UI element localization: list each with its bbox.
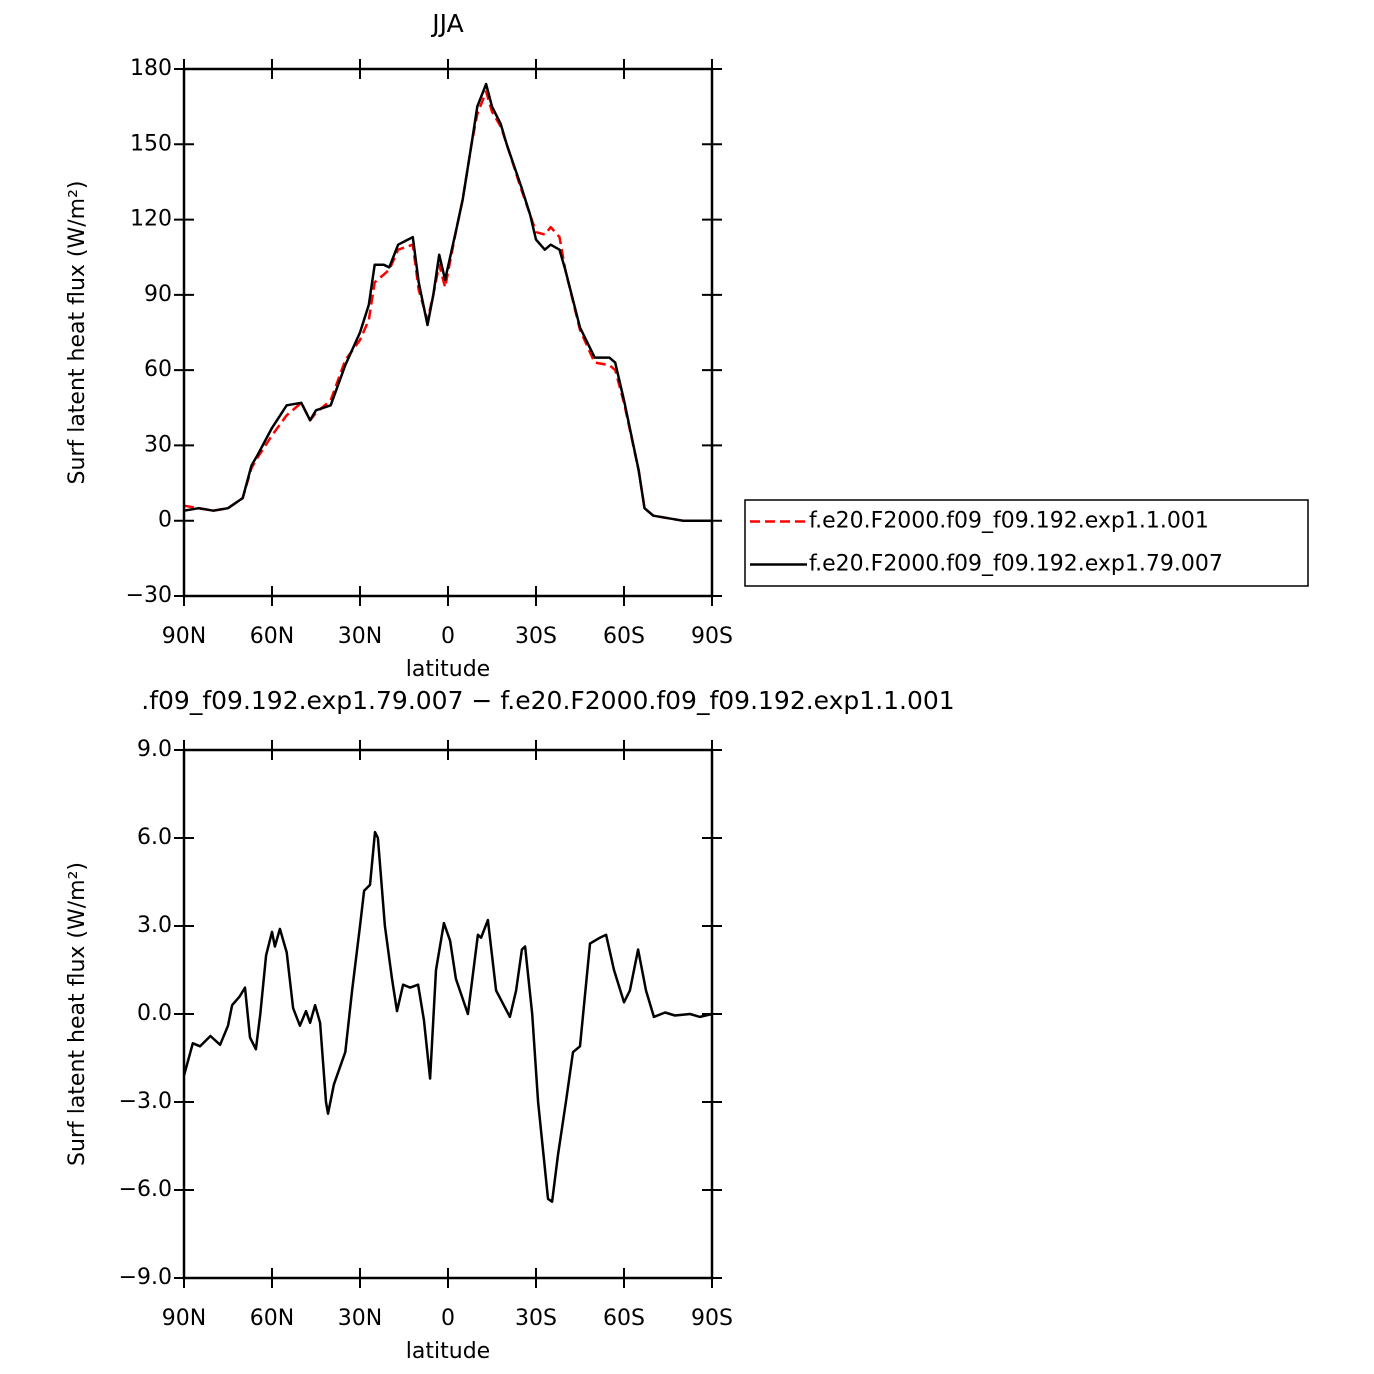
data-line	[183, 90, 712, 522]
x-tick-label: 60S	[603, 624, 645, 649]
x-tick-label: 30S	[515, 1306, 557, 1331]
x-tick-label: 60N	[250, 1306, 294, 1331]
plot-frame	[182, 748, 714, 1280]
legend-label: f.e20.F2000.f09_f09.192.exp1.79.007	[809, 552, 1223, 577]
y-tick-label: 0.0	[137, 1001, 172, 1026]
x-axis-label: latitude	[406, 657, 490, 682]
y-axis-label: Surf latent heat flux (W/m²)	[65, 862, 90, 1166]
y-tick-label: −30	[126, 583, 172, 608]
y-tick-label: 180	[130, 56, 172, 81]
y-tick-label: 3.0	[137, 913, 172, 938]
x-tick-label: 60S	[603, 1306, 645, 1331]
y-tick-label: 150	[130, 131, 172, 156]
y-tick-label: 90	[144, 282, 172, 307]
legend-label: f.e20.F2000.f09_f09.192.exp1.1.001	[809, 509, 1209, 534]
data-line	[183, 82, 712, 522]
plot-frame	[182, 67, 714, 598]
y-tick-label: 0	[158, 508, 172, 533]
chart-title: .f09_f09.192.exp1.79.007 − f.e20.F2000.f…	[141, 686, 954, 715]
y-tick-label: −3.0	[119, 1089, 172, 1114]
chart-title: JJA	[430, 9, 463, 38]
legend-box	[744, 499, 1309, 587]
x-tick-label: 90N	[162, 624, 206, 649]
y-tick-label: 60	[144, 357, 172, 382]
x-tick-label: 60N	[250, 624, 294, 649]
x-axis-label: latitude	[406, 1339, 490, 1364]
x-tick-label: 90S	[691, 624, 733, 649]
x-tick-label: 90N	[162, 1306, 206, 1331]
x-tick-label: 30N	[338, 1306, 382, 1331]
y-tick-label: −6.0	[119, 1177, 172, 1202]
x-tick-label: 30S	[515, 624, 557, 649]
y-tick-label: 30	[144, 432, 172, 457]
y-axis-label: Surf latent heat flux (W/m²)	[65, 181, 90, 485]
data-line	[182, 830, 713, 1203]
x-tick-label: 0	[441, 1306, 455, 1331]
x-tick-label: 0	[441, 624, 455, 649]
y-tick-label: −9.0	[119, 1265, 172, 1290]
y-tick-label: 9.0	[137, 737, 172, 762]
y-tick-label: 6.0	[137, 825, 172, 850]
y-tick-label: 120	[130, 207, 172, 232]
x-tick-label: 90S	[691, 1306, 733, 1331]
x-tick-label: 30N	[338, 624, 382, 649]
